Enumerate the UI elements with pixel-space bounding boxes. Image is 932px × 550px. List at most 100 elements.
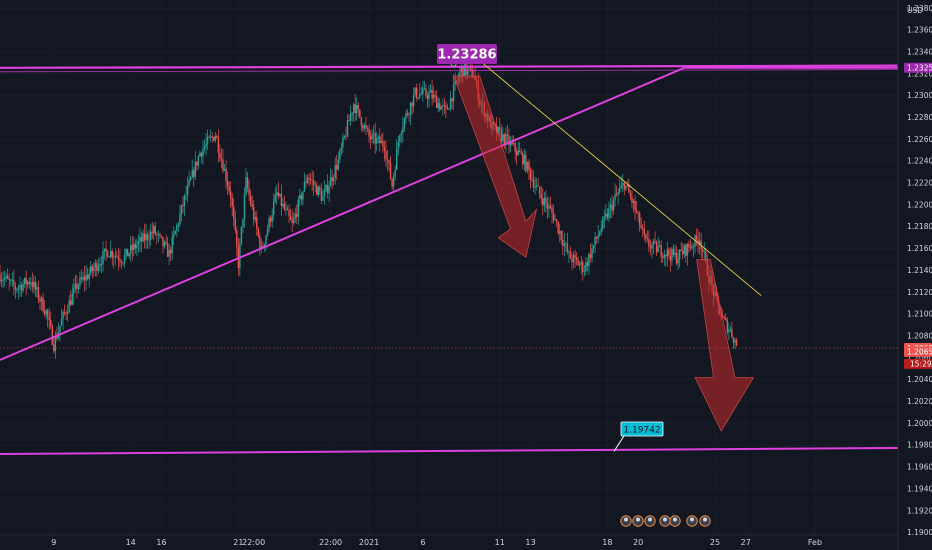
- price-axis[interactable]: USD 1.19000 1.19200 1.19400 1.19600 1.19800 1.…: [897, 0, 932, 550]
- candle: [377, 134, 379, 144]
- candle-body: [680, 249, 682, 252]
- candle: [618, 178, 621, 195]
- candle: [537, 177, 539, 187]
- event-marker[interactable]: [686, 515, 698, 527]
- candle: [389, 155, 392, 180]
- currency-label: USD: [907, 6, 923, 15]
- candle-body: [723, 316, 725, 319]
- candle-body: [571, 258, 573, 263]
- candle: [102, 241, 104, 272]
- candle-body: [503, 134, 506, 145]
- candle-body: [683, 245, 685, 255]
- candle-body: [469, 67, 472, 69]
- candle-body: [117, 256, 120, 260]
- candle: [546, 195, 549, 219]
- candle-body: [134, 243, 137, 249]
- candle: [153, 223, 155, 241]
- candle-body: [672, 248, 675, 256]
- candle: [286, 205, 289, 211]
- candle-body: [552, 212, 555, 221]
- candle: [731, 321, 733, 339]
- candle-body: [14, 285, 17, 290]
- candle-body: [197, 156, 200, 166]
- candle-body: [288, 210, 290, 217]
- candle-body: [386, 159, 389, 161]
- candle-body: [251, 204, 253, 207]
- candle-body: [196, 161, 198, 166]
- candle: [608, 201, 610, 223]
- event-marker[interactable]: [644, 515, 656, 527]
- candle-body: [114, 255, 117, 258]
- candle-body: [346, 119, 349, 137]
- price-axis-bg: [898, 0, 932, 550]
- candle-body: [451, 98, 453, 102]
- candle: [394, 165, 396, 181]
- candle: [606, 208, 609, 221]
- event-marker[interactable]: [669, 515, 681, 527]
- candle-body: [154, 226, 157, 235]
- candle-body: [528, 162, 530, 170]
- candle-body: [529, 169, 532, 180]
- candle: [385, 140, 387, 167]
- candle-body: [297, 199, 300, 217]
- candle: [0, 271, 3, 288]
- candle-body: [233, 206, 235, 219]
- candle-body: [111, 250, 113, 258]
- candle: [312, 171, 315, 196]
- candle-body: [403, 118, 406, 128]
- descending-trendline: [479, 60, 762, 296]
- event-marker[interactable]: [632, 515, 644, 527]
- candle: [206, 129, 209, 151]
- candle: [579, 260, 581, 270]
- candle: [256, 211, 258, 236]
- candle-body: [692, 246, 695, 248]
- event-marker[interactable]: [699, 515, 711, 527]
- candle: [62, 309, 64, 330]
- candle: [223, 164, 226, 172]
- event-marker[interactable]: [620, 515, 632, 527]
- candle-body: [203, 146, 206, 150]
- candle: [257, 227, 260, 239]
- candle-body: [591, 248, 593, 259]
- x-tick-label: 21: [233, 538, 243, 547]
- candle-body: [411, 102, 413, 107]
- candle-body: [186, 185, 189, 195]
- candle-body: [574, 255, 576, 258]
- candle-body: [431, 89, 433, 99]
- candle-body: [429, 89, 432, 93]
- candle-body: [193, 170, 195, 177]
- candle-body: [120, 261, 123, 263]
- candle-body: [360, 117, 363, 126]
- candle-body: [396, 148, 398, 170]
- x-tick-label: 2021: [359, 538, 379, 547]
- event-marker[interactable]: [659, 515, 671, 527]
- event-markers[interactable]: [620, 515, 711, 527]
- candle: [551, 203, 553, 224]
- candle: [11, 272, 14, 287]
- candle-body: [466, 69, 469, 75]
- candle: [442, 98, 444, 116]
- x-tick-label: 14: [126, 538, 136, 547]
- candle: [28, 277, 30, 289]
- candle: [85, 265, 87, 291]
- candle-body: [162, 237, 164, 247]
- candle-body: [523, 154, 526, 165]
- candle: [343, 134, 346, 140]
- candle: [43, 300, 46, 317]
- candle-body: [296, 213, 298, 217]
- candle-body: [426, 95, 429, 99]
- candle-body: [145, 233, 147, 241]
- candle: [571, 253, 573, 271]
- candle-body: [365, 124, 367, 128]
- candle-body: [236, 230, 238, 248]
- candle: [17, 284, 20, 300]
- candle: [297, 195, 300, 225]
- candle-body: [59, 325, 61, 332]
- candle: [732, 336, 735, 349]
- candle-body: [657, 246, 659, 253]
- candle-body: [163, 241, 166, 247]
- candle: [154, 221, 157, 237]
- candle: [663, 249, 665, 266]
